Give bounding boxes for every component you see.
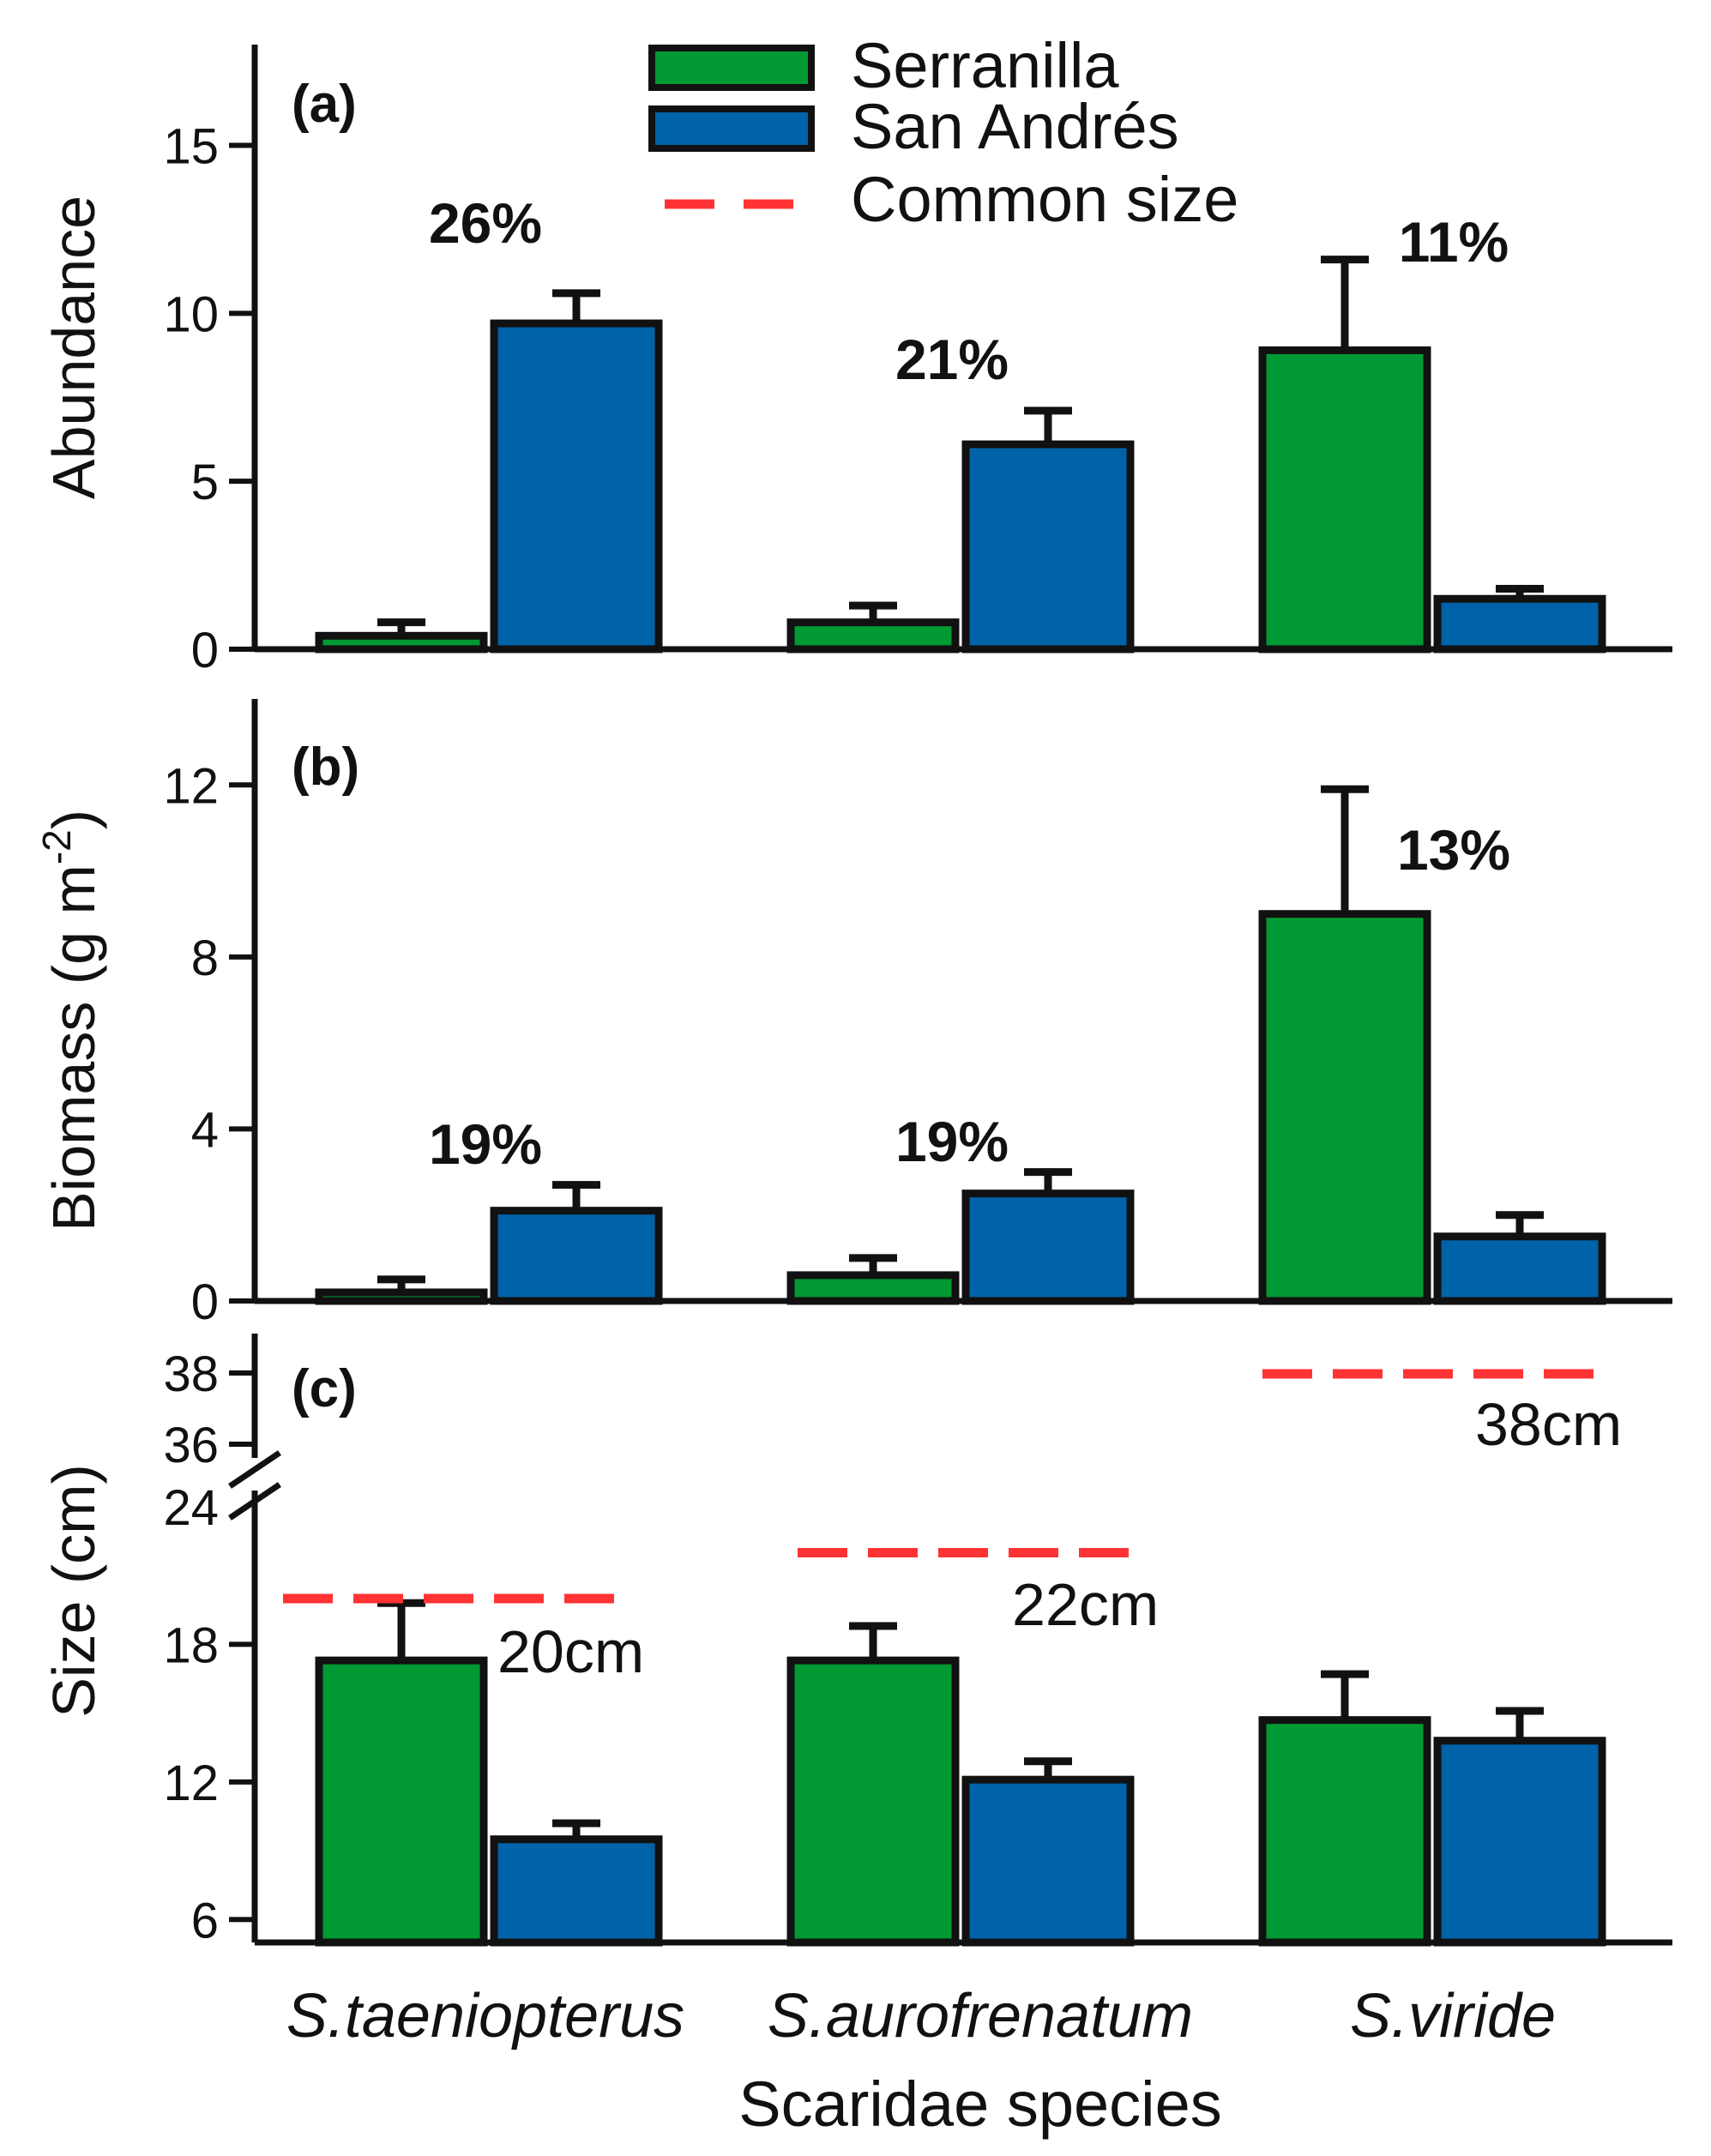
axes-layer: [228, 45, 1672, 1946]
legend-san-andres-swatch: [648, 105, 815, 152]
panel-b-y-tick-label-12: 12: [163, 758, 219, 814]
panel-c-common-size-label-s-aurofrenatum: 22cm: [1012, 1571, 1159, 1638]
panel-a-bar-san-andres-s-aurofrenatum: [961, 440, 1135, 653]
bars-layer: [283, 256, 1606, 1947]
panel-a-y-tick-label-5: 5: [191, 455, 219, 510]
panel-a-y-tick-label-10: 10: [163, 286, 219, 342]
panel-b-y-tick-label-0: 0: [191, 1274, 219, 1330]
panel-b-y-tick-label-4: 4: [191, 1102, 219, 1158]
panel-b-y-label: Biomass (g m-2): [34, 810, 107, 1232]
x-category-s-aurofrenatum: S.aurofrenatum: [768, 1982, 1193, 2051]
panel-c-y-tick-label-18: 18: [163, 1617, 219, 1673]
panel-c-bar-san-andres-s-taeniopterus: [490, 1835, 663, 1947]
panel-b-bar-san-andres-s-aurofrenatum: [961, 1189, 1135, 1305]
panel-b-y-label-sup: -2: [34, 829, 79, 864]
panel-c-y-tick-label-6: 6: [191, 1893, 219, 1948]
panel-b-y-label-main: Biomass (g m: [40, 864, 107, 1232]
panel-b-bar-san-andres-s-taeniopterus: [490, 1207, 663, 1305]
panel-b-percent-s-taeniopterus: 19%: [429, 1112, 542, 1176]
x-axis-label: Scaridae species: [738, 2069, 1222, 2140]
panel-a-label: (a): [292, 75, 357, 134]
panel-a-y-label: Abundance: [40, 196, 107, 499]
legend-serranilla-label: Serranilla: [851, 30, 1119, 101]
panel-c-y-tick-label-24: 24: [163, 1480, 219, 1536]
panel-a-bar-serranilla-s-viride: [1258, 346, 1431, 653]
panel-a-bar-serranilla-s-aurofrenatum: [786, 618, 960, 653]
panel-b-y-label-end: ): [40, 810, 107, 829]
panel-a-y-tick-label-15: 15: [163, 119, 219, 175]
legend-common-size-label: Common size: [851, 164, 1238, 235]
panel-b-y-tick-label-8: 8: [191, 930, 219, 986]
panel-a-bar-san-andres-s-taeniopterus: [490, 319, 663, 653]
panel-c-bar-serranilla-s-aurofrenatum: [786, 1656, 960, 1947]
legend-serranilla-swatch: [648, 45, 815, 91]
panel-a-y-tick-label-0: 0: [191, 623, 219, 678]
panel-c-y-tick-label-38: 38: [163, 1346, 219, 1402]
panel-c-axis-break-lower: [228, 1482, 281, 1521]
panel-c-common-size-label-s-taeniopterus: 20cm: [497, 1618, 644, 1685]
legend-san-andres-label: San Andrés: [851, 91, 1179, 162]
panel-c-bar-san-andres-s-aurofrenatum: [961, 1775, 1135, 1947]
panel-b-bar-serranilla-s-viride: [1258, 910, 1431, 1305]
panel-a-bar-san-andres-s-viride: [1433, 594, 1606, 653]
x-category-s-viride: S.viride: [1350, 1982, 1556, 2051]
x-category-s-taeniopterus: S.taeniopterus: [286, 1982, 684, 2051]
panel-b-bar-san-andres-s-viride: [1433, 1232, 1606, 1305]
panel-c-y-tick-label-12: 12: [163, 1756, 219, 1811]
panel-b-percent-s-aurofrenatum: 19%: [895, 1110, 1009, 1173]
panel-a-percent-s-viride: 11%: [1399, 210, 1509, 274]
panel-c-bar-san-andres-s-viride: [1433, 1737, 1606, 1947]
panel-a-percent-s-aurofrenatum: 21%: [895, 328, 1009, 391]
panel-c-axis-break-upper: [228, 1450, 281, 1489]
panel-c-y-tick-label-36: 36: [163, 1418, 219, 1473]
panel-a-percent-s-taeniopterus: 26%: [429, 191, 542, 255]
text-layer: 0 5 10 15 (a) Abundance 26% 21% 11% 0 4 8 12 (b) Bioma…: [34, 30, 1622, 2140]
panel-b-percent-s-viride: 13%: [1397, 818, 1510, 882]
panel-c-y-label: Size (cm): [40, 1464, 107, 1718]
panel-b-label: (b): [292, 738, 359, 797]
panel-c-bar-serranilla-s-taeniopterus: [315, 1656, 488, 1947]
panel-c-label: (c): [292, 1359, 357, 1418]
panel-c-common-size-label-s-viride: 38cm: [1475, 1391, 1622, 1458]
panel-c-bar-serranilla-s-viride: [1258, 1716, 1431, 1947]
panel-b-bar-serranilla-s-aurofrenatum: [786, 1271, 960, 1305]
